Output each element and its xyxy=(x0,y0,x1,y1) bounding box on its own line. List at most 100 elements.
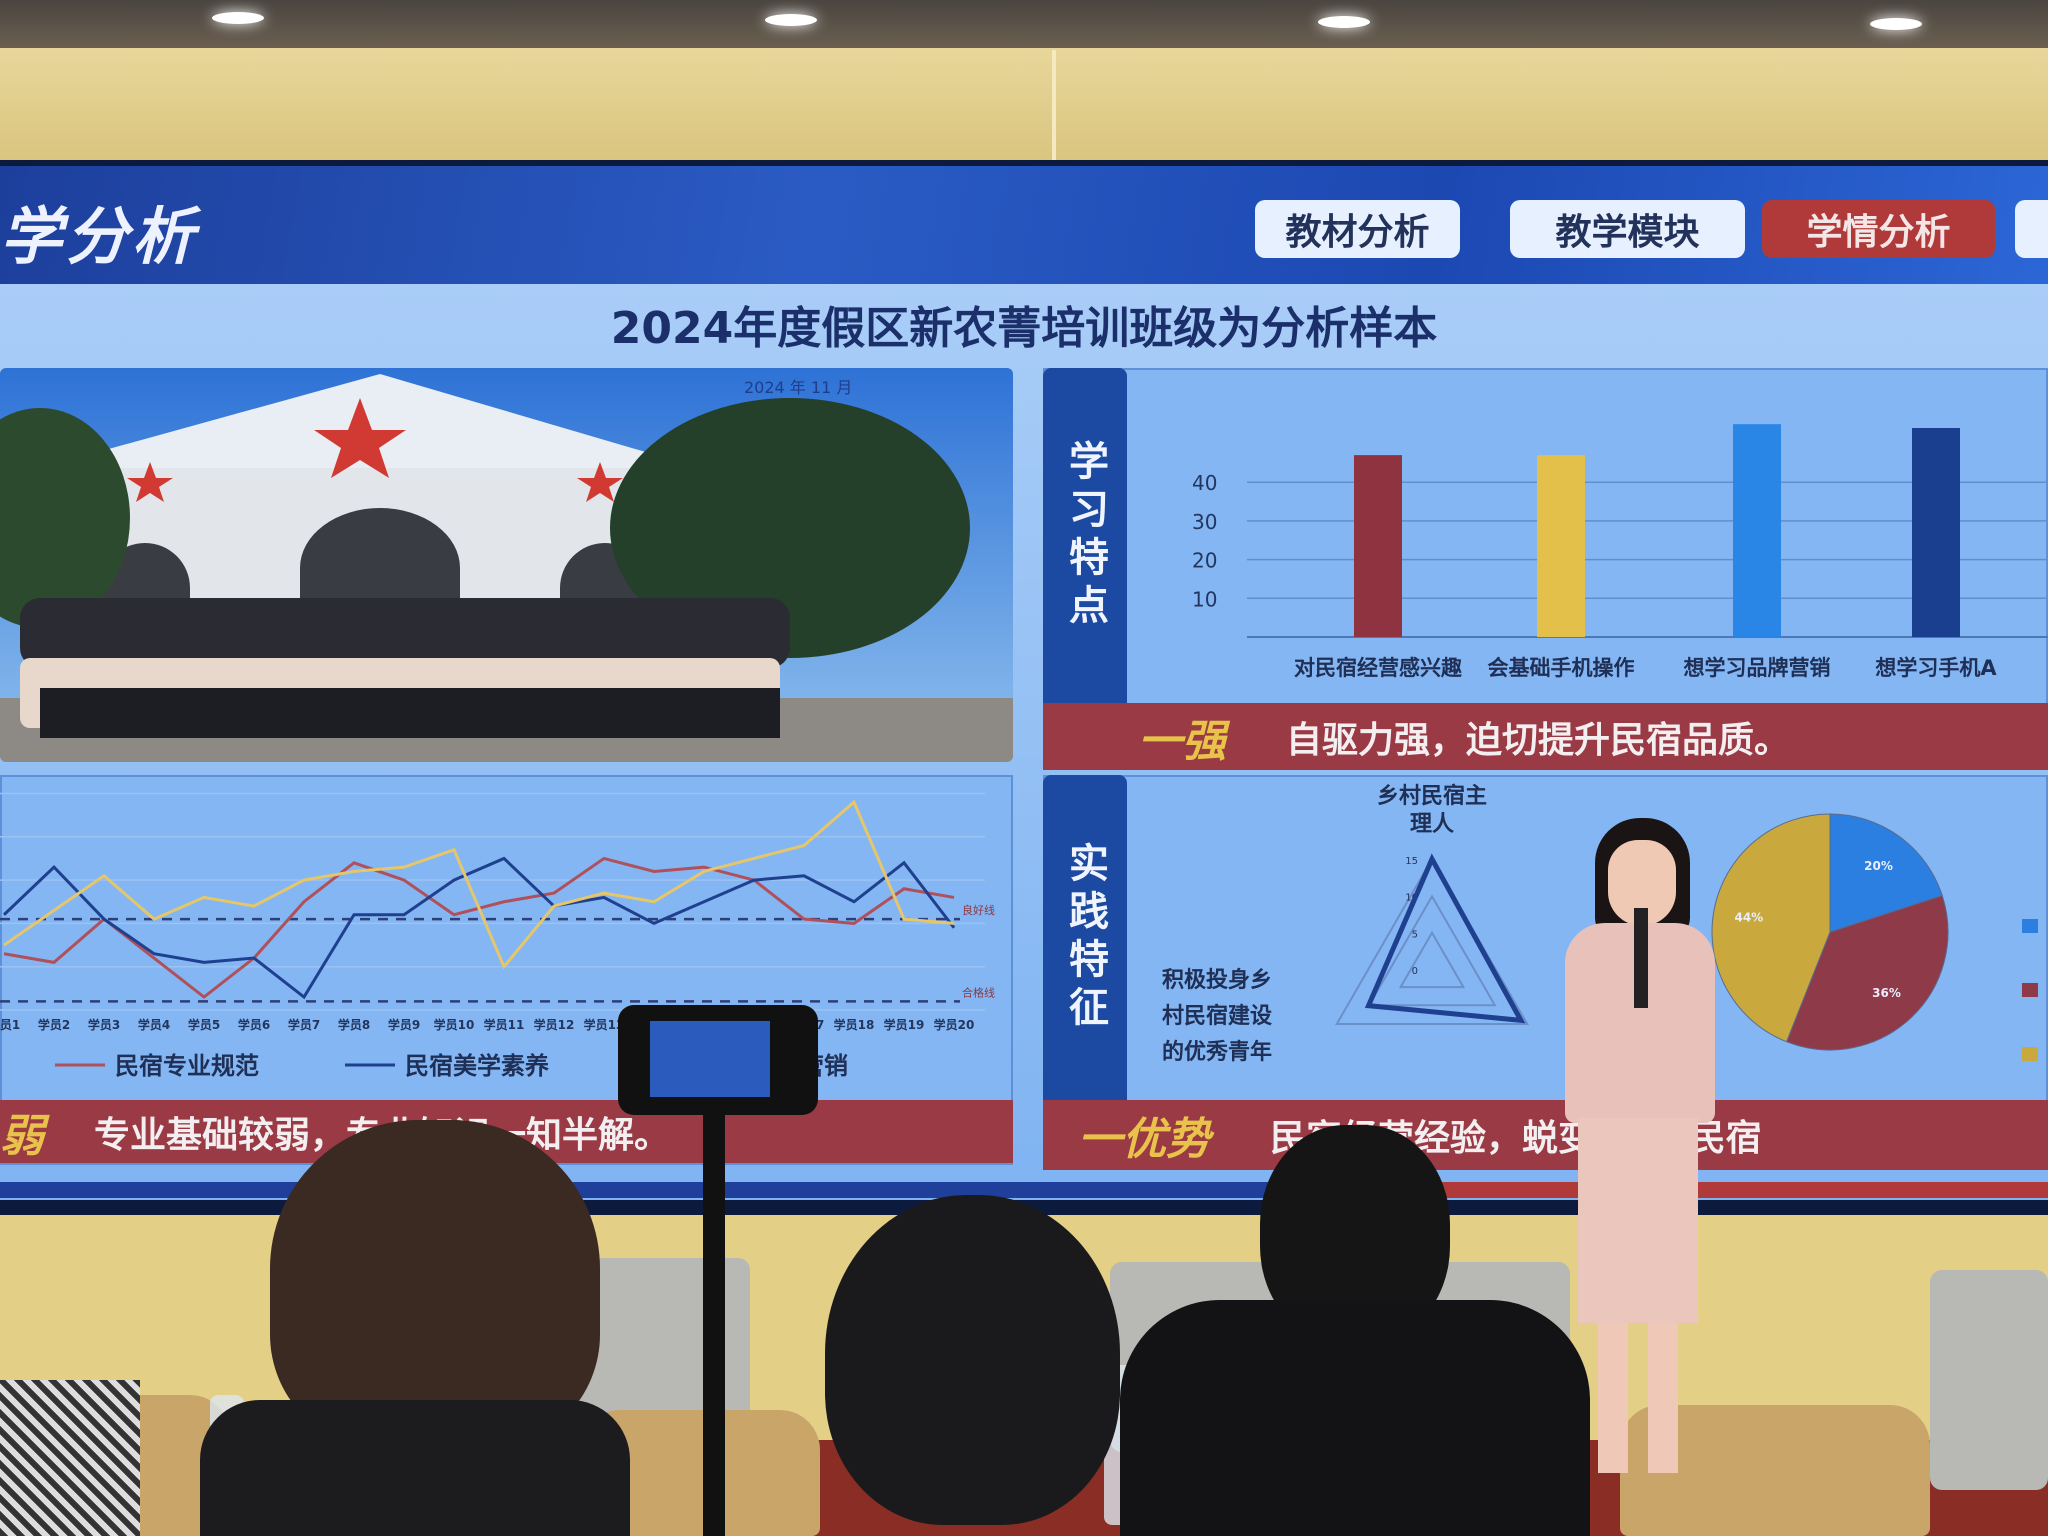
audience-head xyxy=(270,1120,600,1450)
tab-next-partial[interactable] xyxy=(2015,200,2048,258)
tab-learning-analysis[interactable]: 学情分析 xyxy=(1762,200,1995,258)
radar-grid xyxy=(1367,894,1497,1007)
x-category-label: 学员13 xyxy=(584,1017,625,1032)
chair xyxy=(1930,1270,2048,1490)
group-photo: 2024 年 11 月 xyxy=(0,368,1013,762)
photo-date-stamp: 2024 年 11 月 xyxy=(744,378,853,397)
legend-swatch xyxy=(2022,1047,2038,1061)
x-category-label: 学员10 xyxy=(434,1017,475,1032)
x-category-label: 学员7 xyxy=(288,1017,320,1032)
slide-header-title: 学分析 xyxy=(0,200,199,273)
tab-teaching-modules[interactable]: 教学模块 xyxy=(1510,200,1745,258)
radar-tick-label: 10 xyxy=(1405,893,1418,904)
tab-textbook-analysis[interactable]: 教材分析 xyxy=(1255,200,1460,258)
legend-swatch xyxy=(2022,983,2038,997)
summary-key: 弱 xyxy=(0,1110,44,1162)
pie-slice-label: 20% xyxy=(1864,859,1893,873)
radar-series xyxy=(1364,853,1526,1024)
slide-subtitle: 2024年度假区新农菁培训班级为分析样本 xyxy=(610,303,1438,354)
reference-line-label: 合格线 xyxy=(962,985,995,999)
pie-slice xyxy=(1829,813,1943,933)
x-category-label: 学员8 xyxy=(338,1017,370,1032)
x-category-label: 学员2 xyxy=(38,1017,70,1032)
radar-axis-label: 理人 xyxy=(1410,812,1454,837)
summary-key: 一优势 xyxy=(1078,1114,1210,1165)
x-category-label: 学员3 xyxy=(88,1017,120,1032)
legend-swatch xyxy=(2022,919,2038,933)
ceiling xyxy=(0,0,2048,48)
bar xyxy=(1537,455,1585,637)
radar-axis-label: 的优秀青年 xyxy=(1162,1039,1272,1065)
x-category-label: 学员20 xyxy=(934,1017,975,1032)
phone-screen xyxy=(650,1021,770,1097)
microphone-icon xyxy=(1634,908,1648,1008)
audience-body xyxy=(200,1400,630,1536)
ceiling-light xyxy=(212,12,264,24)
audience-body xyxy=(1120,1300,1590,1536)
x-category-label: 对民宿经营感兴趣 xyxy=(1294,656,1463,680)
x-category-label: 学员6 xyxy=(238,1017,270,1032)
x-category-label: 学员4 xyxy=(138,1017,170,1032)
x-category-label: 会基础手机操作 xyxy=(1488,656,1635,680)
pie-slice-label: 44% xyxy=(1734,911,1763,925)
legend-label: 民宿美学素养 xyxy=(405,1052,549,1080)
radar-tick-label: 0 xyxy=(1412,966,1418,977)
ceiling-light xyxy=(765,14,817,26)
speaker-leg xyxy=(1598,1323,1628,1473)
practice-features-label: 实践特征 xyxy=(1043,775,1127,1100)
speaker xyxy=(1530,818,1745,1478)
x-category-label: 想学习手机A xyxy=(1875,656,1997,680)
pie-slice xyxy=(1711,813,1831,1043)
y-tick-label: 40 xyxy=(1192,471,1217,495)
pie-chart: 20% 36% 44% xyxy=(1711,813,2038,1061)
red-star-icon xyxy=(127,462,173,502)
y-tick-label: 10 xyxy=(1192,587,1217,611)
group-photo-image xyxy=(0,368,1013,762)
radar-tick-label: 15 xyxy=(1405,856,1418,867)
wall-panel xyxy=(0,48,2048,168)
summary-text: 自驱力强，迫切提升民宿品质。 xyxy=(1286,719,1791,761)
bar-chart: 10 20 30 40 对民宿经营感兴趣 会基础手机操作 想学习品牌营销 想学习手机A xyxy=(1192,424,2048,680)
learning-features-label: 学习特点 xyxy=(1043,368,1127,703)
radar-grid xyxy=(1335,856,1529,1025)
bar xyxy=(1912,428,1960,637)
radar-grid xyxy=(1398,930,1466,989)
legend-label: 民宿专业规范 xyxy=(115,1052,259,1080)
bar xyxy=(1354,455,1402,637)
y-tick-label: 30 xyxy=(1192,510,1217,534)
x-category-label: 想学习品牌营销 xyxy=(1684,656,1831,680)
red-star-icon xyxy=(314,398,406,478)
radar-axis-label: 积极投身乡 xyxy=(1162,967,1272,993)
learning-summary-strip: 一强 自驱力强，迫切提升民宿品质。 xyxy=(1043,703,2048,770)
wall-seam xyxy=(1052,50,1056,160)
summary-key: 一强 xyxy=(1138,715,1226,767)
red-star-icon xyxy=(577,462,623,502)
pie-slice xyxy=(1785,894,1949,1051)
x-category-label: 学员9 xyxy=(388,1017,420,1032)
x-category-label: 学员11 xyxy=(484,1017,525,1032)
radar-axis-label: 村民宿建设 xyxy=(1162,1003,1272,1029)
bar xyxy=(1733,424,1781,637)
smartphone xyxy=(618,1005,818,1115)
x-category-label: 学员18 xyxy=(834,1017,875,1032)
series-line xyxy=(3,799,955,970)
advantage-summary-strip: 一优势 民宿经营经验，蜕变“专业民宿 xyxy=(1043,1100,2048,1170)
y-tick-label: 20 xyxy=(1192,549,1217,573)
x-category-label: 学员19 xyxy=(884,1017,925,1032)
series-line xyxy=(2,856,956,1000)
x-category-label: 学员5 xyxy=(188,1017,220,1032)
audience-head xyxy=(825,1195,1120,1525)
audience-member-plaid xyxy=(0,1380,140,1536)
reference-line-label: 良好线 xyxy=(962,903,995,917)
pie-slice-label: 36% xyxy=(1872,986,1901,1000)
speaker-skirt xyxy=(1578,1118,1698,1323)
speaker-leg xyxy=(1648,1323,1678,1473)
tripod-pole xyxy=(703,1100,725,1536)
radar-axis-label: 乡村民宿主 xyxy=(1377,783,1487,809)
line-chart: 良好线合格线学员1 学员2 学员3 学员4 学员5 学员6 学员7 学员8 学员9 学员10 学员1… xyxy=(0,792,995,1080)
ceiling-light xyxy=(1870,18,1922,30)
x-category-label: 学员12 xyxy=(534,1017,575,1032)
x-category-label: 学员1 xyxy=(0,1017,20,1032)
